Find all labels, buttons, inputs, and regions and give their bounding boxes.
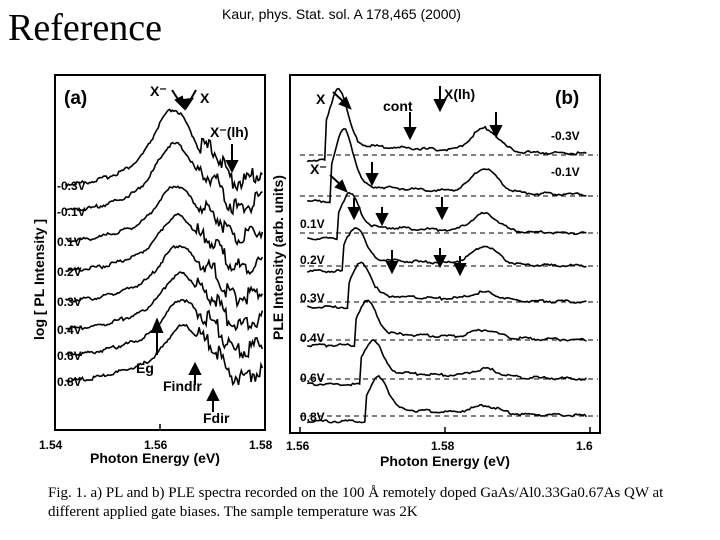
pl-series--0.3V: [64, 108, 263, 193]
arrow-head: [433, 255, 447, 269]
panel-b-labels: -0.3V -0.1V 0.1V 0.2V 0.3V 0.4V 0.6V 0.8V: [300, 129, 580, 424]
panel-a-annotation-fdir: Fdir: [203, 410, 230, 426]
arrow-head: [188, 361, 202, 375]
arrow-head: [338, 96, 352, 110]
pl-series-0.6V: [65, 298, 264, 360]
ple-series-label: -0.1V: [551, 165, 580, 179]
panel-b-annotation-xminus: X⁻: [310, 161, 327, 177]
arrow-head: [403, 127, 417, 141]
pl-series-label: 0.2V: [57, 265, 82, 279]
panel-a-annotation-xlh: X⁻(lh): [210, 124, 249, 140]
ple-series-label: 0.2V: [300, 253, 325, 267]
pl-series-0.2V: [65, 212, 264, 276]
panel-a-curves: [64, 108, 264, 387]
x-tick-label: 1.54: [39, 438, 63, 452]
x-tick-label: 1.56: [144, 438, 168, 452]
pl-series-label: -0.3V: [57, 179, 86, 193]
panel-a-labels: -0.3V -0.1V 0.1V 0.2V 0.3V 0.4V 0.6V 0.8V: [57, 179, 86, 389]
panel-a-annotation-x: X: [200, 90, 210, 106]
arrow-head: [334, 179, 348, 193]
x-tick-label: 1.58: [249, 438, 273, 452]
ple-series-0.8V: [306, 374, 588, 424]
ple-series-label: 0.1V: [300, 217, 325, 231]
panel-b-annotation-x: X: [316, 91, 326, 107]
pl-series-label: 0.1V: [57, 235, 82, 249]
panel-b-annotation-cont: cont: [383, 98, 413, 114]
figure-caption: Fig. 1. a) PL and b) PLE spectra recorde…: [48, 485, 664, 520]
panel-a-arrows: [150, 89, 239, 412]
arrow-head: [365, 173, 379, 187]
citation: Kaur, phys. Stat. sol. A 178,465 (2000): [222, 6, 461, 22]
slide-title: Reference: [8, 7, 162, 49]
pl-series-0.8V: [65, 323, 264, 387]
pl-series--0.1V: [65, 141, 263, 216]
ple-series-label: 0.8V: [300, 410, 325, 424]
arrow-head: [375, 213, 389, 227]
panel-a-xlabel: Photon Energy (eV): [90, 450, 220, 466]
ple-series-0.2V: [307, 227, 587, 274]
pl-series-0.3V: [64, 244, 264, 309]
ple-series-0.1V: [307, 191, 587, 241]
arrow-head: [206, 387, 220, 401]
pl-series-label: 0.3V: [57, 295, 82, 309]
ple-series--0.3V: [306, 87, 587, 163]
pl-series-label: 0.4V: [57, 323, 82, 337]
panel-b-curves: [306, 87, 588, 424]
panel-a-x-ticks: 1.54 1.56 1.58: [39, 424, 273, 452]
arrow-head: [150, 317, 164, 333]
arrow-head: [453, 263, 467, 277]
arrow-head: [489, 125, 503, 139]
panel-b-arrows: [329, 86, 503, 277]
arrow-head: [181, 97, 195, 111]
arrow-head: [385, 261, 399, 275]
ple-series-0.6V: [306, 339, 587, 387]
x-tick-label: 1.6: [576, 439, 593, 453]
x-tick-label: 1.58: [431, 439, 455, 453]
ple-series-label: -0.3V: [551, 129, 580, 143]
pl-series-label: 0.6V: [57, 349, 82, 363]
panel-a-annotation-eg: Eg: [136, 360, 154, 376]
panel-b-label: (b): [555, 88, 579, 109]
arrow-head: [433, 99, 447, 113]
pl-series-label: 0.8V: [57, 375, 82, 389]
panel-a-ylabel: log [ PL Intensity ]: [31, 219, 47, 340]
panel-b-annotation-xlh: X(lh): [444, 86, 475, 102]
pl-series-label: -0.1V: [57, 205, 86, 219]
ple-series-label: 0.3V: [300, 291, 325, 305]
panel-a-annotation-findir: Findir: [163, 378, 202, 394]
arrow-head: [347, 207, 361, 221]
panel-b-xlabel: Photon Energy (eV): [380, 453, 510, 469]
ple-series--0.1V: [307, 127, 587, 204]
x-tick-label: 1.56: [286, 439, 310, 453]
arrow-head: [225, 160, 239, 174]
arrow-head: [435, 207, 449, 221]
panel-b-x-ticks: 1.56 1.58 1.6: [286, 427, 593, 453]
panel-a-label: (a): [64, 88, 87, 109]
ple-series-label: 0.6V: [300, 371, 325, 385]
ple-series-0.3V: [306, 261, 587, 310]
pl-series-0.4V: [65, 271, 264, 332]
panel-a-annotation-xminus: X⁻: [150, 83, 167, 99]
ple-series-0.4V: [307, 299, 587, 348]
arrow-head: [174, 95, 186, 111]
panel-b-ylabel: PLE Intensity (arb. units): [270, 175, 286, 340]
ple-series-label: 0.4V: [300, 331, 325, 345]
pl-series-0.1V: [65, 185, 264, 246]
